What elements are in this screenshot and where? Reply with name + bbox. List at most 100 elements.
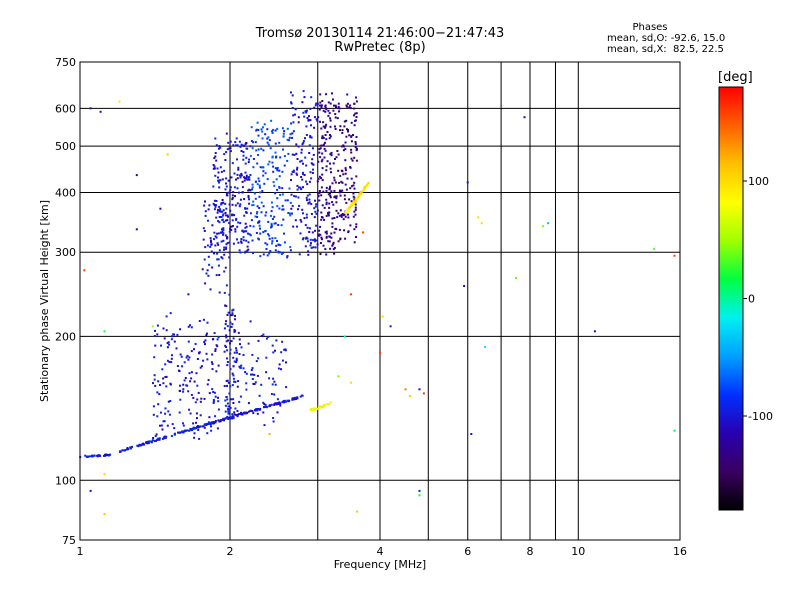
data-point	[221, 178, 224, 181]
data-point	[281, 208, 284, 211]
data-point	[470, 433, 473, 435]
x-axis-ticks: 1 2 4 6 8 10 16	[77, 545, 688, 558]
y-tick-label: 400	[55, 186, 76, 199]
data-point	[185, 356, 188, 359]
data-point	[288, 399, 291, 402]
data-point	[229, 209, 232, 212]
data-point	[231, 417, 234, 420]
data-point	[223, 327, 226, 330]
data-point	[231, 198, 234, 201]
data-point	[273, 215, 276, 218]
data-point	[266, 178, 269, 181]
data-point	[306, 226, 309, 229]
data-point	[266, 243, 269, 246]
data-point	[205, 352, 208, 355]
data-point	[189, 380, 192, 383]
data-point	[318, 229, 320, 232]
data-point	[240, 238, 243, 241]
data-point	[233, 330, 236, 333]
data-point	[208, 416, 211, 419]
data-point	[228, 241, 231, 244]
data-point	[270, 210, 273, 213]
data-point	[325, 138, 328, 141]
data-point	[224, 234, 227, 237]
data-point	[277, 243, 280, 246]
data-point	[226, 237, 228, 240]
data-point	[349, 187, 352, 190]
data-point	[224, 399, 227, 402]
data-point	[332, 203, 335, 206]
data-point	[323, 218, 326, 221]
data-point	[222, 228, 225, 231]
data-point	[156, 333, 159, 336]
data-point	[291, 136, 294, 139]
data-point	[350, 157, 353, 160]
data-point	[106, 453, 109, 456]
data-point	[315, 102, 318, 105]
data-point	[351, 159, 354, 162]
data-point	[203, 230, 206, 232]
data-point	[231, 194, 234, 197]
data-point	[217, 243, 220, 246]
data-point	[216, 252, 219, 255]
data-point	[314, 246, 317, 249]
data-point	[318, 151, 321, 154]
data-point	[318, 199, 321, 202]
data-point	[270, 403, 273, 406]
data-point	[154, 439, 156, 442]
data-point	[268, 237, 271, 240]
data-point	[247, 189, 250, 192]
data-point	[389, 325, 392, 328]
data-point	[348, 106, 351, 109]
y-tick-label: 750	[55, 56, 76, 69]
data-point	[330, 151, 333, 154]
data-point	[347, 216, 350, 219]
data-point	[329, 247, 332, 250]
data-point	[177, 431, 179, 434]
data-point	[308, 198, 311, 201]
data-point	[244, 162, 247, 165]
data-point	[235, 144, 237, 147]
data-point	[251, 147, 254, 150]
data-point	[223, 246, 226, 249]
data-point	[354, 203, 357, 206]
data-point	[153, 335, 156, 337]
data-point	[190, 326, 193, 329]
data-point	[227, 179, 230, 182]
data-point	[270, 226, 272, 229]
data-point	[335, 106, 337, 109]
data-point	[327, 114, 330, 117]
data-point	[247, 402, 250, 405]
data-point	[328, 403, 331, 406]
data-point	[200, 397, 203, 400]
data-point	[210, 243, 213, 246]
data-point	[278, 402, 281, 405]
data-point	[653, 247, 656, 250]
data-point	[168, 413, 171, 416]
data-point	[214, 421, 217, 424]
data-point	[225, 192, 228, 195]
data-point	[231, 213, 233, 216]
data-point	[349, 206, 352, 209]
data-point	[333, 176, 336, 179]
data-point	[137, 445, 140, 448]
data-point	[324, 149, 327, 152]
data-point	[278, 401, 281, 404]
colorbar-tick-label: -100	[748, 410, 773, 423]
data-point	[277, 367, 280, 370]
data-point	[279, 244, 282, 247]
data-point	[212, 401, 215, 404]
data-point	[130, 446, 133, 449]
data-point	[233, 411, 236, 414]
data-point	[345, 119, 348, 122]
data-point	[272, 417, 275, 419]
data-point	[350, 148, 353, 151]
data-point	[335, 156, 338, 159]
x-tick-label: 1	[77, 545, 84, 558]
data-point	[165, 329, 168, 332]
data-point	[199, 366, 202, 369]
data-point	[228, 222, 231, 224]
data-point	[257, 148, 260, 151]
data-point	[183, 429, 186, 432]
data-point	[350, 151, 353, 154]
